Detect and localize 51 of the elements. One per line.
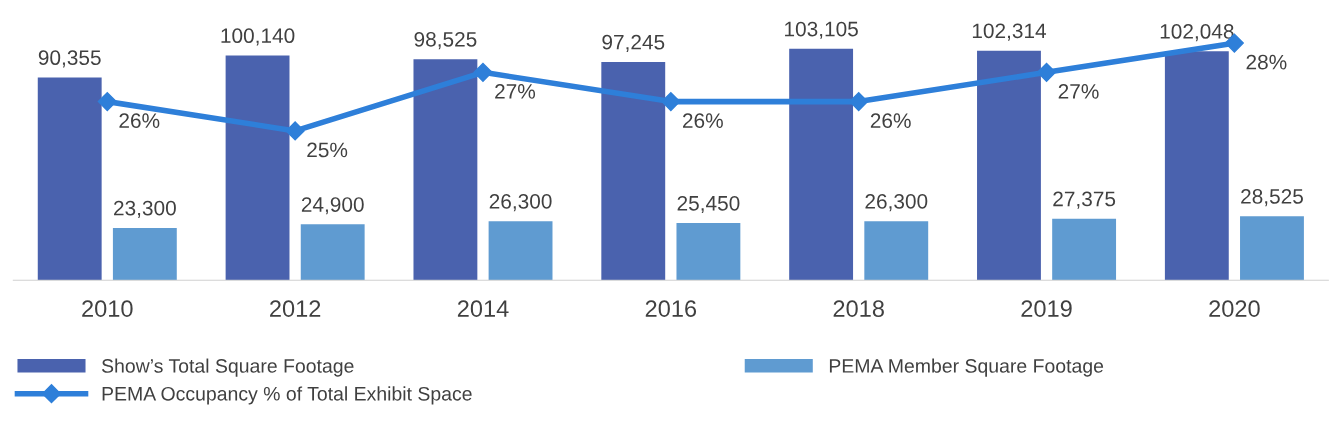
data-label: 27% — [495, 84, 536, 99]
bar — [488, 221, 553, 281]
x-tick-label: 2016 — [645, 300, 697, 317]
legend-label: PEMA Member Square Footage — [829, 358, 1104, 377]
data-label: 28% — [1246, 54, 1287, 70]
bar — [1164, 51, 1229, 281]
legend-label: PEMA Occupancy % of Total Exhibit Space — [102, 386, 472, 405]
point — [661, 92, 681, 112]
data-label: 27,375 — [1053, 191, 1116, 209]
data-label: 103,105 — [785, 21, 858, 39]
data-label: 97,245 — [602, 34, 665, 53]
bar — [1240, 216, 1304, 281]
point — [473, 62, 493, 82]
bar — [413, 59, 478, 281]
data-label: 102,048 — [1160, 24, 1234, 42]
data-label: 100,140 — [221, 28, 295, 46]
x-tick-label: 2018 — [833, 300, 884, 317]
bar — [789, 48, 854, 281]
data-label: 26% — [870, 113, 911, 129]
x-tick-label: 2019 — [1021, 300, 1072, 317]
data-label: 26% — [119, 113, 160, 129]
bar — [864, 221, 929, 281]
data-label: 23,300 — [114, 200, 176, 218]
data-label: 102,314 — [972, 23, 1047, 41]
bar — [676, 223, 741, 281]
point — [97, 92, 117, 112]
x-tick-label: 2020 — [1209, 300, 1260, 317]
legend-label: Show’s Total Square Footage — [101, 358, 354, 377]
bar — [225, 55, 290, 281]
data-label: 26% — [683, 113, 723, 129]
bar — [112, 227, 177, 281]
point — [285, 121, 305, 141]
bar — [300, 224, 365, 281]
data-label: 26,300 — [489, 193, 552, 212]
bar — [977, 50, 1041, 281]
data-label: 28,525 — [1241, 189, 1303, 207]
x-tick-label: 2010 — [82, 300, 133, 317]
data-label: 25,450 — [677, 195, 740, 214]
data-label: 24,900 — [301, 197, 364, 215]
data-label: 90,355 — [38, 50, 101, 68]
bar — [601, 62, 666, 281]
data-label: 98,525 — [414, 31, 477, 50]
data-label: 26,300 — [865, 193, 928, 212]
x-tick-label: 2014 — [457, 300, 509, 317]
point — [1037, 62, 1057, 82]
x-tick-label: 2012 — [270, 300, 321, 317]
point — [849, 92, 869, 112]
bar — [1052, 218, 1117, 281]
data-label: 27% — [1058, 84, 1099, 99]
bar — [37, 77, 102, 281]
data-label: 25% — [307, 142, 348, 158]
